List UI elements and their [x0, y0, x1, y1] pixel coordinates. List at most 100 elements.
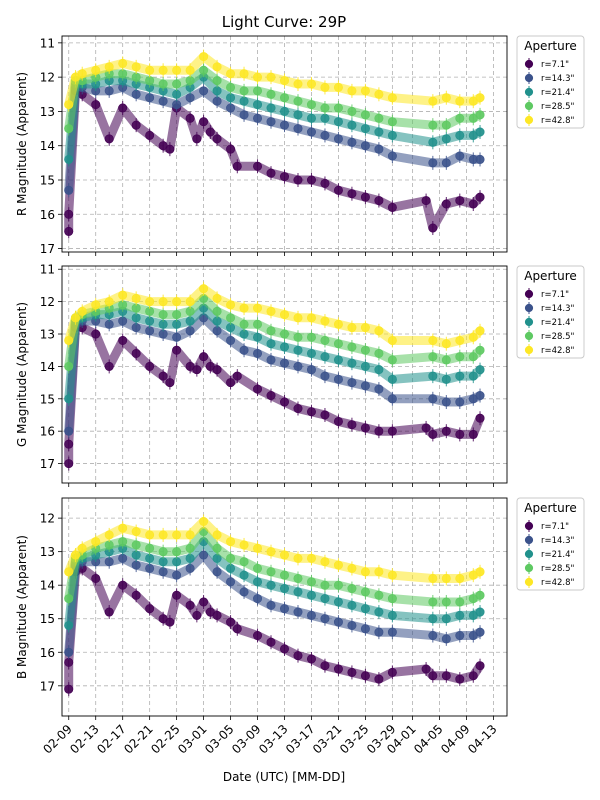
data-point	[428, 614, 438, 624]
data-point	[441, 339, 451, 349]
data-point	[475, 326, 485, 336]
data-point	[239, 86, 249, 96]
data-point	[185, 113, 195, 123]
data-point	[239, 587, 249, 597]
data-point	[172, 332, 182, 342]
data-point	[266, 637, 276, 647]
data-point	[118, 553, 128, 563]
data-point	[441, 134, 451, 144]
data-point	[360, 345, 370, 355]
data-point	[226, 335, 236, 345]
data-point	[226, 617, 236, 627]
data-point	[441, 199, 451, 209]
data-point	[428, 158, 438, 168]
data-point	[279, 76, 289, 86]
data-point	[320, 410, 330, 420]
data-point	[441, 355, 451, 365]
figure-title: Light Curve: 29P	[222, 13, 346, 31]
data-point	[172, 557, 182, 567]
series-0	[64, 561, 485, 697]
data-point	[374, 674, 384, 684]
data-point	[118, 523, 128, 533]
data-point	[266, 339, 276, 349]
data-point	[239, 110, 249, 120]
data-point	[172, 590, 182, 600]
data-point	[347, 620, 357, 630]
data-point	[455, 113, 465, 123]
data-point	[77, 69, 87, 79]
data-point	[118, 69, 128, 79]
data-point	[320, 82, 330, 92]
data-point	[172, 89, 182, 99]
data-point	[185, 530, 195, 540]
data-point	[306, 127, 316, 137]
data-point	[199, 65, 209, 75]
data-point	[333, 617, 343, 627]
data-point	[360, 604, 370, 614]
data-point	[320, 580, 330, 590]
data-point	[226, 69, 236, 79]
data-point	[226, 577, 236, 587]
data-point	[347, 137, 357, 147]
legend-entry-label: r=14.3"	[541, 304, 575, 314]
data-point	[293, 79, 303, 89]
data-point	[145, 553, 155, 563]
data-point	[212, 365, 222, 375]
data-point	[165, 378, 175, 388]
data-point	[374, 627, 384, 637]
data-point	[205, 127, 215, 137]
data-point	[421, 196, 431, 206]
data-point	[91, 65, 101, 75]
data-point	[266, 72, 276, 82]
data-point	[387, 627, 397, 637]
data-point	[333, 185, 343, 195]
data-point	[239, 345, 249, 355]
y-tick-label: 13	[40, 328, 55, 342]
data-point	[212, 76, 222, 86]
data-point	[360, 361, 370, 371]
data-point	[199, 117, 209, 127]
data-point	[455, 674, 465, 684]
data-point	[306, 113, 316, 123]
legend-entry-label: r=28.5"	[541, 102, 575, 112]
data-point	[360, 86, 370, 96]
data-point	[347, 358, 357, 368]
data-point	[333, 319, 343, 329]
data-point	[293, 345, 303, 355]
data-point	[212, 293, 222, 303]
data-point	[64, 124, 74, 134]
data-point	[360, 192, 370, 202]
data-point	[320, 614, 330, 624]
data-point	[118, 58, 128, 68]
data-point	[293, 124, 303, 134]
data-point	[320, 557, 330, 567]
data-point	[185, 600, 195, 610]
y-tick-label: 13	[40, 105, 55, 119]
data-point	[172, 79, 182, 89]
data-point	[266, 117, 276, 127]
data-point	[320, 178, 330, 188]
data-point	[455, 573, 465, 583]
y-tick-label: 16	[40, 646, 55, 660]
y-tick-label: 17	[40, 679, 55, 693]
y-tick-label: 16	[40, 425, 55, 439]
data-point	[455, 371, 465, 381]
data-point	[64, 620, 74, 630]
data-point	[455, 631, 465, 641]
data-point	[455, 335, 465, 345]
data-point	[118, 335, 128, 345]
data-point	[64, 567, 74, 577]
data-point	[212, 610, 222, 620]
data-point	[468, 429, 478, 439]
data-point	[333, 560, 343, 570]
legend-marker	[524, 303, 534, 313]
data-point	[253, 631, 263, 641]
y-tick-label: 13	[40, 545, 55, 559]
data-point	[172, 297, 182, 307]
data-point	[253, 348, 263, 358]
data-point	[475, 567, 485, 577]
data-point	[226, 82, 236, 92]
data-point	[104, 530, 114, 540]
data-point	[199, 550, 209, 560]
legend-frame	[516, 35, 585, 129]
